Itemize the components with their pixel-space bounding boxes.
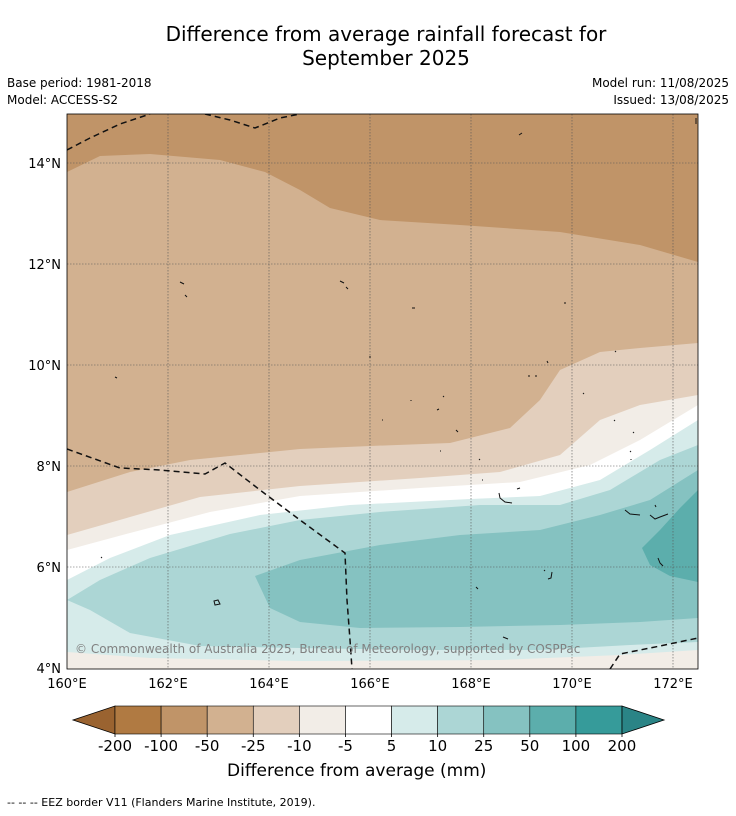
colorbar-segment — [575, 705, 623, 735]
colorbar-segment — [252, 705, 300, 735]
band-neg200-neg100 — [67, 114, 698, 262]
eez-borders — [67, 114, 698, 669]
colorbar-tick-label: -10 — [287, 737, 312, 755]
colorbar-segment — [206, 705, 254, 735]
colorbar-tick-label: -25 — [241, 737, 266, 755]
colorbar-tick-label: -200 — [98, 737, 132, 755]
model-run: Model run: 11/08/2025 — [591, 76, 729, 90]
lon-label-164e: 164°E — [249, 677, 289, 692]
lat-label-10n: 10°N — [28, 359, 61, 374]
lon-label-170e: 170°E — [552, 677, 592, 692]
colorbar-tick-label: 50 — [520, 737, 539, 755]
band-50-100 — [642, 490, 698, 582]
colorbar-tick-label: 5 — [387, 737, 397, 755]
colorbar-segment — [114, 705, 162, 735]
lat-label-4n: 4°N — [37, 662, 62, 677]
colorbar-segment — [391, 705, 438, 735]
islands — [100, 118, 697, 640]
colorbar-title: Difference from average (mm) — [227, 761, 487, 781]
colorbar-tick-label: 100 — [562, 737, 591, 755]
issued-date: Issued: 13/08/2025 — [613, 93, 729, 107]
lat-label-6n: 6°N — [37, 561, 62, 576]
colorbar-segment — [345, 705, 392, 735]
band-25-50 — [255, 470, 698, 628]
lat-labels: 14°N 12°N 10°N 8°N 6°N 4°N — [28, 157, 61, 677]
copyright-text: © Commonwealth of Australia 2025, Bureau… — [75, 642, 580, 656]
lat-label-14n: 14°N — [28, 157, 61, 172]
map-frame — [66, 113, 699, 670]
title-line-2: September 2025 — [302, 46, 470, 70]
colorbar-tick-label: 25 — [474, 737, 493, 755]
title-line-1: Difference from average rainfall forecas… — [165, 22, 607, 46]
colorbar-segment — [299, 705, 346, 735]
lon-labels: 160°E 162°E 164°E 166°E 168°E 170°E 172°… — [47, 677, 693, 692]
colorbar-segment — [437, 705, 485, 735]
gridlines — [67, 114, 698, 669]
lon-label-162e: 162°E — [148, 677, 188, 692]
lon-label-166e: 166°E — [350, 677, 390, 692]
lat-label-8n: 8°N — [37, 460, 62, 475]
colorbar-extend-low — [71, 705, 116, 735]
base-period: Base period: 1981-2018 — [7, 76, 152, 90]
lon-label-160e: 160°E — [47, 677, 87, 692]
lat-label-12n: 12°N — [28, 258, 61, 273]
colorbar-segment — [160, 705, 208, 735]
band-bottom-strip — [67, 658, 698, 669]
run-info: Model run: 11/08/2025 Issued: 13/08/2025 — [592, 75, 729, 109]
rainfall-map: © Commonwealth of Australia 2025, Bureau… — [28, 113, 699, 755]
colorbar-tick-label: 200 — [608, 737, 637, 755]
lon-label-168e: 168°E — [451, 677, 491, 692]
colorbar-tick-label: -50 — [195, 737, 220, 755]
model-name: Model: ACCESS-S2 — [7, 93, 119, 107]
chart-title: Difference from average rainfall forecas… — [0, 22, 736, 70]
lon-label-172e: 172°E — [653, 677, 693, 692]
colorbar: -200 -100 -50 -25 -10 -5 5 10 25 50 100 200 — [71, 705, 666, 755]
colorbar-tick-label: -100 — [144, 737, 178, 755]
colorbar-segment — [483, 705, 531, 735]
colorbar-extend-high — [621, 705, 666, 735]
eez-legend-note: -- -- -- EEZ border V11 (Flanders Marine… — [7, 796, 316, 809]
map-fill — [67, 114, 698, 669]
base-info: Base period: 1981-2018 Model: ACCESS-S2 — [7, 75, 152, 109]
colorbar-segment — [529, 705, 577, 735]
colorbar-tick-label: 10 — [428, 737, 447, 755]
colorbar-tick-label: -5 — [338, 737, 353, 755]
